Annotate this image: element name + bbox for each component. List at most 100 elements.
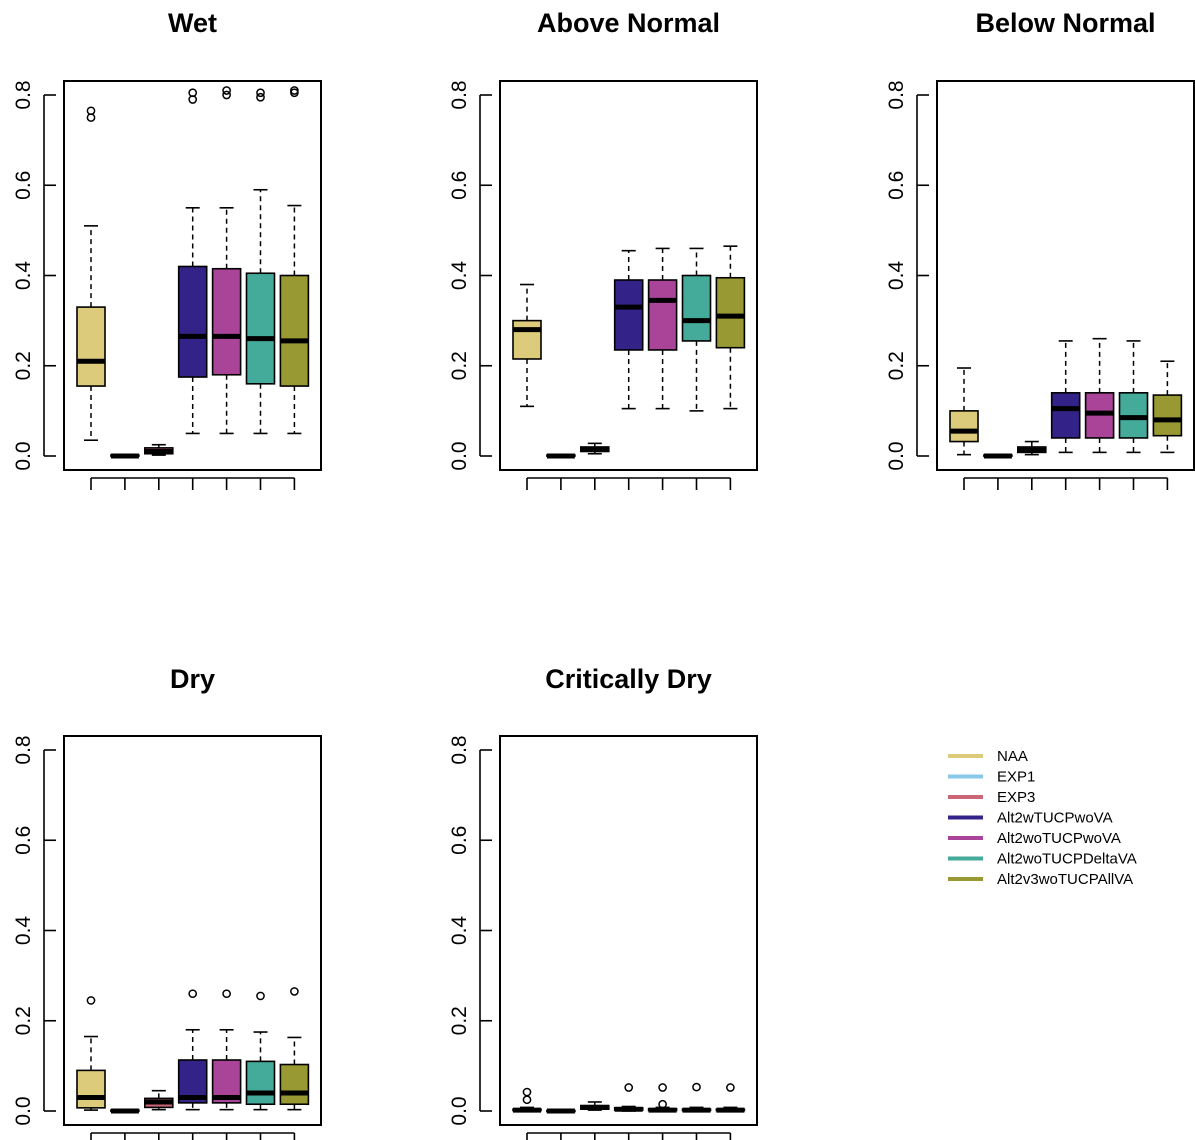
- box-body: [613, 279, 644, 351]
- box-Alt2woTUCPwoVA: [211, 86, 242, 435]
- y-tick-label: 0.8: [448, 735, 471, 764]
- box-NAA: [76, 106, 106, 442]
- box-EXP1: [546, 453, 576, 459]
- box-Alt2woTUCPwoVA: [1084, 337, 1115, 454]
- y-tick-label: 0.8: [12, 80, 35, 109]
- y-tick-label: 0.0: [885, 441, 908, 470]
- box-Alt2woTUCPDeltaVA: [1118, 340, 1149, 454]
- box-EXP3: [579, 442, 610, 455]
- box-EXP3: [144, 443, 174, 456]
- y-tick-label: 0.0: [448, 1096, 471, 1125]
- panel-title: Wet: [168, 8, 217, 38]
- box-Alt2woTUCPwoVA: [647, 247, 678, 410]
- panel-title: Dry: [170, 664, 215, 694]
- y-tick-label: 0.2: [12, 351, 35, 380]
- outlier-point: [86, 106, 96, 116]
- plot-frame: [936, 80, 1195, 471]
- box-NAA: [512, 283, 542, 408]
- y-tick-label: 0.4: [12, 261, 35, 291]
- box-Alt2v3woTUCPAllVA: [1152, 360, 1183, 454]
- outlier-point: [290, 86, 299, 95]
- box-Alt2woTUCPwoVA: [211, 989, 242, 1111]
- box-Alt2v3woTUCPAllVA: [715, 245, 746, 410]
- box-body: [512, 319, 542, 360]
- panel-title: Above Normal: [537, 8, 720, 38]
- box-body: [245, 1060, 276, 1106]
- outlier-point: [522, 1095, 532, 1105]
- y-tick-label: 0.6: [885, 171, 908, 200]
- outlier-point: [256, 92, 265, 102]
- box-Alt2woTUCPDeltaVA: [681, 1082, 712, 1113]
- legend: NAA EXP1 EXP3 Alt2wTUCPwoVA Alt2woTUCPwoVA Al…: [948, 748, 1137, 888]
- box-EXP3: [1016, 440, 1047, 456]
- outlier-point: [222, 90, 231, 100]
- y-tick-label: 0.6: [448, 826, 471, 855]
- box-Alt2v3woTUCPAllVA: [715, 1083, 746, 1113]
- outlier-point: [522, 1087, 532, 1097]
- y-tick-label: 0.6: [12, 171, 35, 200]
- legend-label: Alt2woTUCPwoVA: [997, 830, 1121, 847]
- y-tick-label: 0.4: [12, 916, 35, 946]
- panel-below-normal: Below Normal 0.0 0.2 0.4 0.6 0.8: [885, 8, 1195, 490]
- y-tick-label: 0.0: [12, 1096, 35, 1125]
- box-body: [1050, 392, 1081, 439]
- panel-title: Below Normal: [975, 8, 1155, 38]
- panel-wet: Wet 0.0 0.2 0.4 0.6 0.8: [12, 8, 322, 490]
- y-tick-label: 0.0: [12, 441, 35, 470]
- legend-label: NAA: [997, 748, 1028, 765]
- outlier-point: [222, 86, 231, 95]
- box-body: [279, 1063, 310, 1106]
- box-body: [279, 274, 310, 387]
- box-EXP3: [579, 1101, 610, 1111]
- outlier-point: [188, 88, 198, 98]
- outlier-point: [658, 1099, 667, 1109]
- box-Alt2woTUCPDeltaVA: [681, 247, 712, 412]
- legend-label: EXP1: [997, 769, 1035, 786]
- box-body: [177, 265, 208, 378]
- plot-frame: [63, 735, 322, 1126]
- box-body: [681, 274, 712, 342]
- outlier-point: [86, 996, 96, 1005]
- legend-label: EXP3: [997, 789, 1035, 806]
- y-tick-label: 0.4: [448, 261, 471, 291]
- plot-frame: [499, 80, 758, 471]
- outlier-point: [188, 989, 198, 999]
- y-tick-label: 0.8: [12, 735, 35, 764]
- outlier-point: [726, 1083, 735, 1092]
- box-Alt2v3woTUCPAllVA: [279, 987, 310, 1111]
- box-NAA: [512, 1087, 542, 1113]
- y-tick-label: 0.2: [885, 351, 908, 380]
- outlier-point: [692, 1082, 701, 1092]
- outlier-point: [658, 1083, 667, 1092]
- outlier-point: [256, 991, 265, 1001]
- panel-dry: Dry 0.0 0.2 0.4 0.6 0.8: [12, 664, 322, 1140]
- plot-frame: [499, 735, 758, 1126]
- box-body: [647, 279, 678, 351]
- box-Alt2wTUCPwoVA: [1050, 340, 1081, 454]
- box-EXP1: [110, 453, 140, 459]
- y-tick-label: 0.0: [448, 441, 471, 470]
- y-tick-label: 0.2: [448, 1006, 471, 1035]
- box-body: [715, 276, 746, 349]
- box-body: [76, 1069, 106, 1109]
- legend-label: Alt2v3woTUCPAllVA: [997, 871, 1133, 888]
- box-Alt2woTUCPwoVA: [647, 1083, 678, 1113]
- box-EXP3: [144, 1089, 174, 1111]
- y-tick-label: 0.6: [448, 171, 471, 200]
- y-tick-label: 0.8: [885, 80, 908, 109]
- panel-title: Critically Dry: [545, 664, 712, 694]
- legend-label: Alt2wTUCPwoVA: [997, 810, 1113, 827]
- box-body: [245, 272, 276, 385]
- box-Alt2wTUCPwoVA: [613, 1083, 644, 1112]
- box-EXP1: [546, 1108, 576, 1114]
- y-tick-label: 0.2: [448, 351, 471, 380]
- y-tick-label: 0.4: [885, 261, 908, 291]
- box-EXP1: [983, 453, 1013, 459]
- box-Alt2wTUCPwoVA: [177, 88, 208, 435]
- outlier-point: [290, 987, 299, 996]
- box-body: [76, 306, 106, 387]
- panel-above-normal: Above Normal 0.0 0.2 0.4 0.6 0.8: [448, 8, 758, 490]
- box-Alt2v3woTUCPAllVA: [279, 86, 310, 435]
- outlier-point: [624, 1083, 634, 1092]
- y-tick-label: 0.6: [12, 826, 35, 855]
